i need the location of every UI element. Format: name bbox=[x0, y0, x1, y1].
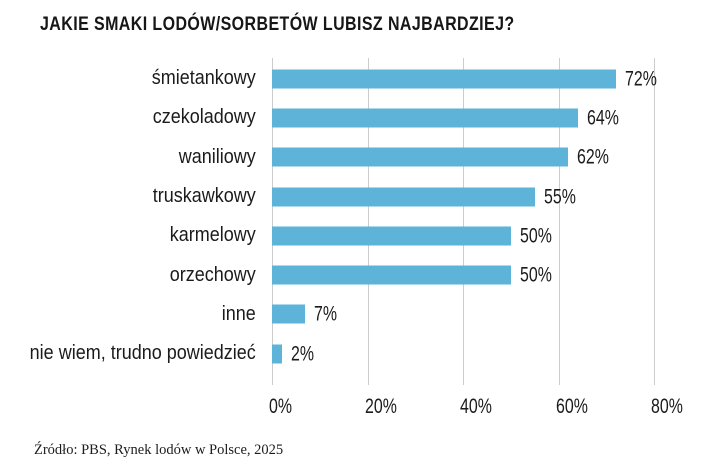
bar-rows: śmietankowy 72% czekoladowy 64% waniliowy 62%… bbox=[0, 59, 704, 373]
bar bbox=[272, 69, 616, 89]
value-label: 55% bbox=[543, 184, 576, 209]
bar bbox=[272, 147, 569, 167]
category-label: orzechowy bbox=[169, 263, 256, 286]
chart-row: nie wiem, trudno powiedzieć 2% bbox=[0, 334, 704, 373]
gridline bbox=[367, 58, 369, 385]
chart-row: śmietankowy 72% bbox=[0, 59, 704, 98]
x-tick-label: 60% bbox=[555, 394, 588, 418]
bar bbox=[272, 265, 511, 285]
gridline bbox=[654, 58, 655, 385]
x-tick-label: 40% bbox=[460, 394, 492, 418]
bar-track: 55% bbox=[272, 177, 704, 216]
category-label: czekoladowy bbox=[152, 106, 256, 129]
bar bbox=[272, 304, 306, 324]
chart-row: czekoladowy 64% bbox=[0, 98, 704, 137]
bar-track: 2% bbox=[272, 334, 704, 373]
category-label: inne bbox=[221, 302, 256, 325]
bar bbox=[272, 344, 282, 364]
gridline bbox=[558, 58, 560, 385]
chart-title: JAKIE SMAKI LODÓW/SORBETÓW LUBISZ NAJBAR… bbox=[40, 13, 515, 35]
bar bbox=[272, 108, 578, 128]
chart-row: orzechowy 50% bbox=[0, 255, 704, 294]
value-label: 7% bbox=[314, 301, 338, 326]
source-caption: Źródło: PBS, Rynek lodów w Polsce, 2025 bbox=[34, 442, 284, 458]
value-label: 72% bbox=[624, 66, 657, 91]
gridline bbox=[463, 58, 464, 385]
bar-track: 50% bbox=[272, 216, 704, 255]
bar-track: 7% bbox=[272, 295, 704, 334]
value-label: 50% bbox=[519, 262, 552, 287]
bar-track: 62% bbox=[272, 138, 704, 177]
bar-track: 72% bbox=[272, 59, 704, 98]
value-label: 62% bbox=[577, 144, 609, 169]
chart-row: inne 7% bbox=[0, 295, 704, 334]
value-label: 2% bbox=[290, 341, 314, 366]
bar bbox=[272, 187, 535, 207]
chart-row: truskawkowy 55% bbox=[0, 177, 704, 216]
category-label: truskawkowy bbox=[152, 185, 256, 208]
x-tick-label: 0% bbox=[269, 394, 292, 418]
value-label: 50% bbox=[519, 223, 552, 248]
value-label: 64% bbox=[586, 105, 619, 130]
x-tick-label: 80% bbox=[651, 394, 683, 418]
gridline bbox=[272, 58, 273, 385]
category-label: nie wiem, trudno powiedzieć bbox=[29, 342, 256, 365]
x-axis: 0% 20% 40% 60% 80% bbox=[0, 394, 704, 420]
x-tick-label: 20% bbox=[364, 394, 397, 418]
bar-track: 50% bbox=[272, 255, 704, 294]
chart-row: karmelowy 50% bbox=[0, 216, 704, 255]
category-label: waniliowy bbox=[178, 145, 256, 168]
category-label: śmietankowy bbox=[151, 67, 256, 90]
category-label: karmelowy bbox=[169, 224, 256, 247]
chart-row: waniliowy 62% bbox=[0, 138, 704, 177]
bar bbox=[272, 226, 511, 246]
bar-track: 64% bbox=[272, 98, 704, 137]
